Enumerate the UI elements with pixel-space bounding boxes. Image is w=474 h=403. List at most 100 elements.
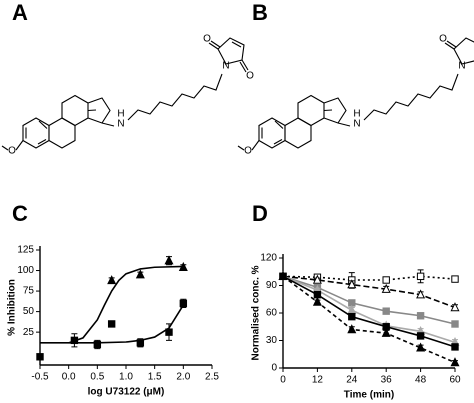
bond xyxy=(127,73,223,121)
y-tick-label: 0 xyxy=(271,363,277,374)
y-tick-label: 90 xyxy=(266,280,278,291)
bond xyxy=(239,61,247,73)
marker xyxy=(107,320,116,328)
x-tick-label: 0.5 xyxy=(90,372,104,383)
marker xyxy=(278,271,288,281)
marker xyxy=(381,327,391,337)
panel-label: C xyxy=(12,201,28,226)
marker xyxy=(450,357,460,367)
atom-label: H xyxy=(117,109,124,120)
y-tick-label: 100 xyxy=(17,265,34,276)
marker xyxy=(107,275,117,285)
y-tick-label: 25 xyxy=(23,327,35,338)
y-tick-label: 75 xyxy=(23,286,35,297)
bond xyxy=(61,94,89,127)
x-tick-label: 24 xyxy=(346,375,358,386)
x-tick-label: -0.5 xyxy=(31,372,49,383)
x-tick-label: 12 xyxy=(312,375,324,386)
x-tick-label: 60 xyxy=(449,375,461,386)
marker xyxy=(416,332,425,340)
panel-label: B xyxy=(252,0,268,25)
marker xyxy=(382,307,390,315)
bond xyxy=(217,37,245,65)
bond xyxy=(297,94,325,127)
bond xyxy=(273,139,283,145)
bond xyxy=(453,37,474,65)
bond xyxy=(231,41,242,48)
atom-label: N xyxy=(222,61,229,72)
x-tick-label: 36 xyxy=(381,375,393,386)
panel-label: D xyxy=(252,201,268,226)
bond xyxy=(48,117,76,149)
x-axis-title: log U73122 (μM) xyxy=(88,387,165,398)
atom-label: H xyxy=(353,109,360,120)
panel-label: A xyxy=(12,0,28,25)
series-line xyxy=(40,304,185,344)
bond xyxy=(274,120,284,129)
x-tick-label: 2.0 xyxy=(176,372,190,383)
bond xyxy=(15,140,24,151)
marker xyxy=(451,320,459,328)
bond xyxy=(284,117,312,149)
series-line xyxy=(282,275,456,309)
bond xyxy=(22,117,50,149)
y-tick-label: 60 xyxy=(266,308,278,319)
bond xyxy=(337,122,351,127)
bond xyxy=(323,109,333,112)
atom-label: N xyxy=(458,61,465,72)
bond xyxy=(1,145,9,151)
marker xyxy=(451,343,459,351)
bond xyxy=(87,97,111,124)
bond xyxy=(251,140,260,151)
bond xyxy=(241,59,249,71)
marker xyxy=(347,279,357,289)
bond xyxy=(210,40,221,48)
marker xyxy=(312,274,322,284)
x-axis-title: Time (min) xyxy=(344,390,394,401)
marker xyxy=(348,312,356,321)
marker xyxy=(135,269,145,279)
atom-label: O xyxy=(246,71,254,82)
bond xyxy=(87,109,97,112)
bond xyxy=(446,40,457,48)
x-tick-label: 48 xyxy=(415,375,427,386)
marker xyxy=(450,302,460,312)
bond xyxy=(208,42,219,50)
marker xyxy=(93,340,102,349)
bond xyxy=(363,73,459,121)
marker xyxy=(416,272,425,281)
y-tick-label: 120 xyxy=(260,253,277,264)
marker xyxy=(164,255,174,265)
bond xyxy=(38,120,48,129)
marker xyxy=(416,342,426,352)
x-tick-label: 1.5 xyxy=(148,372,162,383)
bond xyxy=(258,117,286,149)
marker xyxy=(416,312,425,320)
marker xyxy=(347,324,357,334)
marker xyxy=(179,299,188,308)
marker xyxy=(382,276,390,284)
y-axis-title: Normalised conc. % xyxy=(251,265,262,360)
bond xyxy=(444,42,455,50)
marker xyxy=(381,283,391,293)
series-line xyxy=(282,275,456,348)
series-line xyxy=(282,275,456,364)
x-tick-label: 0.0 xyxy=(62,372,76,383)
y-axis-title: % Inhibition xyxy=(7,279,18,336)
marker xyxy=(451,275,459,283)
x-tick-label: 2.5 xyxy=(205,372,219,383)
atom-label: O xyxy=(244,146,252,157)
atom-label: O xyxy=(439,34,447,45)
series-line xyxy=(68,265,184,344)
series-line xyxy=(282,275,456,344)
atom-label: N xyxy=(353,119,360,130)
y-tick-label: 30 xyxy=(266,335,278,346)
bond xyxy=(323,97,347,124)
bond xyxy=(37,139,47,145)
y-tick-label: 125 xyxy=(17,245,34,256)
atom-label: N xyxy=(117,119,124,130)
x-tick-label: 1.0 xyxy=(119,372,133,383)
series-line xyxy=(282,275,456,281)
